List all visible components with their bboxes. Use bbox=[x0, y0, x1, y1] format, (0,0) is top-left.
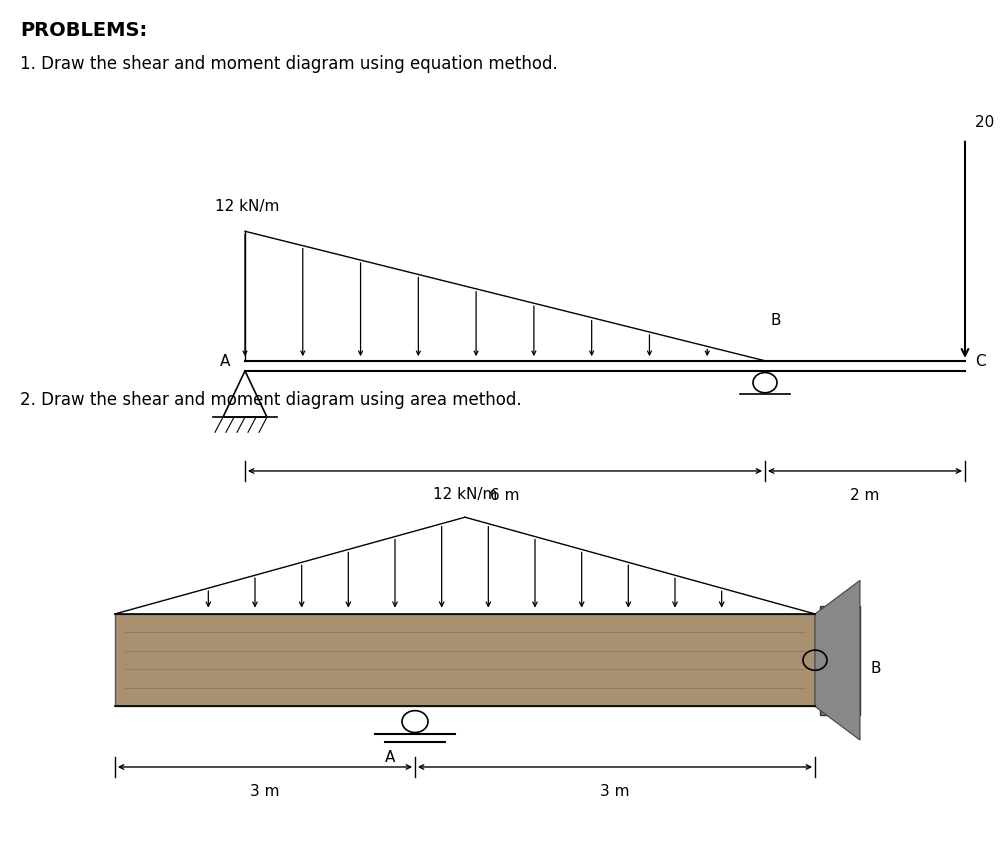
Text: 12 kN/m: 12 kN/m bbox=[215, 199, 279, 214]
Text: B: B bbox=[770, 313, 780, 328]
Text: A: A bbox=[385, 750, 395, 765]
Text: C: C bbox=[975, 354, 986, 369]
Text: PROBLEMS:: PROBLEMS: bbox=[20, 21, 147, 40]
Text: B: B bbox=[870, 661, 881, 676]
Text: 2. Draw the shear and moment diagram using area method.: 2. Draw the shear and moment diagram usi… bbox=[20, 391, 522, 409]
Text: 12 kN/m: 12 kN/m bbox=[433, 487, 497, 502]
Text: A: A bbox=[220, 354, 230, 369]
Text: 2 m: 2 m bbox=[850, 488, 880, 503]
Text: 20 kN: 20 kN bbox=[975, 115, 1000, 130]
Text: 3 m: 3 m bbox=[600, 784, 630, 799]
Bar bbox=[820, 606, 860, 715]
Polygon shape bbox=[815, 580, 860, 740]
Text: 6 m: 6 m bbox=[490, 488, 520, 503]
Text: 3 m: 3 m bbox=[250, 784, 280, 799]
Text: 1. Draw the shear and moment diagram using equation method.: 1. Draw the shear and moment diagram usi… bbox=[20, 55, 558, 72]
Bar bbox=[115, 614, 815, 706]
